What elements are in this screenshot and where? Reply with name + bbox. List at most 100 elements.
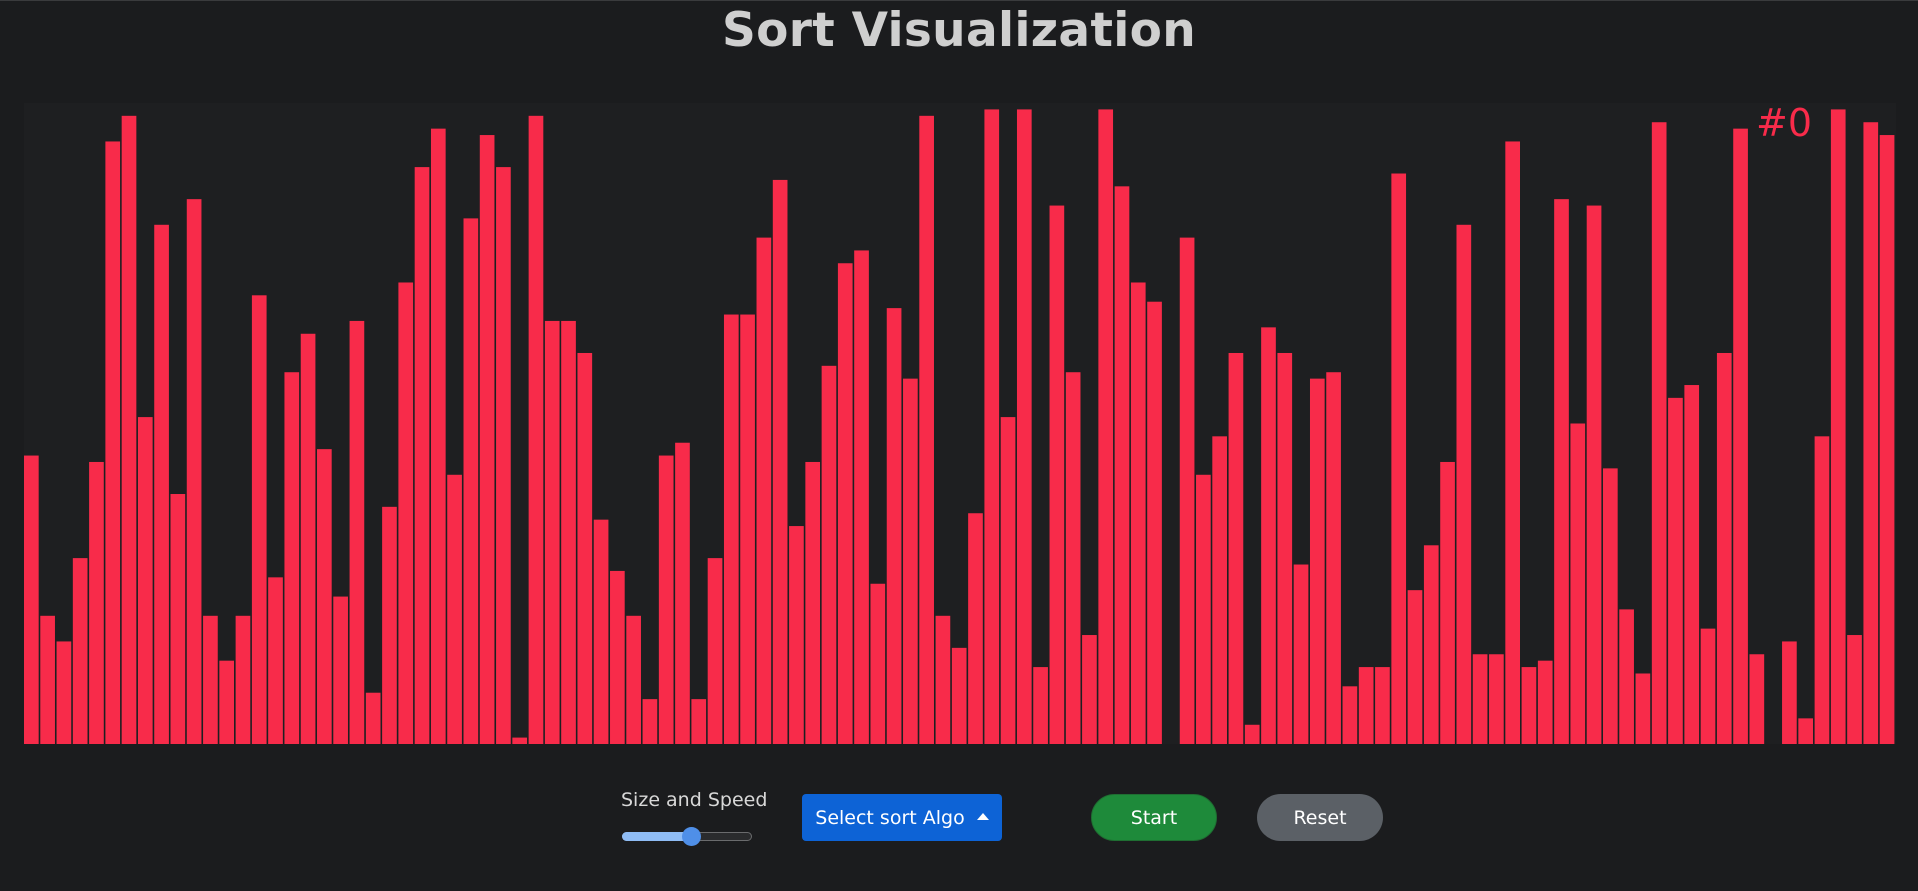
bar [1554,199,1569,744]
bar [772,179,788,744]
bar [1049,205,1065,744]
bar [561,320,576,744]
bar [1309,378,1325,744]
bar [1033,667,1048,744]
bar [593,519,609,744]
bar [349,320,365,744]
bar [1537,660,1553,744]
bar [72,558,88,744]
bar [1505,141,1520,744]
bar [1700,628,1716,744]
bar [1228,352,1244,744]
bar [1147,301,1162,744]
bar [317,449,332,744]
bar [1016,109,1032,744]
bar [1212,436,1227,744]
bar [789,526,804,744]
bar [56,641,72,744]
bar [1358,667,1374,744]
slider-thumb[interactable] [681,827,701,846]
bar [821,365,837,744]
bar [463,218,479,744]
bar [24,455,39,744]
bar [1440,461,1455,744]
bar [544,320,560,744]
bar [170,494,186,744]
bar [1179,237,1195,744]
bar [235,615,251,744]
bar [121,115,137,744]
bar [1423,545,1439,744]
bar [1651,122,1667,744]
bar [1798,718,1814,744]
bar [1065,372,1081,744]
bar [447,474,462,744]
bar [1489,654,1504,744]
bar [1847,635,1862,744]
reset-label: Reset [1293,806,1347,829]
bar [1716,352,1732,744]
bar [707,558,723,744]
bar [105,141,121,744]
bar [919,115,934,744]
size-speed-slider[interactable] [622,827,752,846]
bar [951,647,967,744]
page-title: Sort Visualization [722,3,1196,58]
bar [1684,385,1700,744]
bar [333,596,348,744]
select-sort-algo-label: Select sort Algo [815,806,965,829]
bar [1114,186,1130,744]
bar [870,583,886,744]
bar [268,577,283,744]
bar [382,506,397,744]
bar [854,250,869,744]
bar [365,692,381,744]
bar [1261,327,1276,744]
bar [1570,423,1586,744]
bar [1244,724,1260,744]
bar [1602,468,1618,744]
bar [1782,641,1797,744]
bar [691,699,707,744]
bar [154,224,169,744]
bar [935,615,951,744]
bar [219,660,235,744]
bar [1635,673,1651,744]
bar [610,570,625,744]
size-speed-label: Size and Speed [621,789,768,811]
step-counter: #0 [1756,101,1813,145]
slider-fill [622,832,691,841]
bar [1668,397,1683,744]
start-label: Start [1130,806,1178,829]
bar [1749,654,1765,744]
bar [1830,109,1846,744]
bar [512,737,528,744]
reset-button[interactable]: Reset [1257,794,1383,841]
bar [414,167,430,744]
bar [1196,474,1211,744]
bar [284,372,300,744]
bar [740,314,755,744]
bar [1391,173,1407,744]
bar [1456,224,1472,744]
bar [1082,635,1097,744]
bar [1342,686,1358,744]
bar [626,615,641,744]
bar [186,199,202,744]
bar [984,109,1000,744]
start-button[interactable]: Start [1091,794,1217,841]
bar [479,135,495,744]
bar [1293,564,1309,744]
bars-svg [24,109,1895,744]
bar [1619,609,1634,744]
bar [251,295,267,744]
bar [658,455,674,744]
bar [642,699,658,744]
bar [1521,667,1537,744]
bar [1879,135,1895,744]
select-sort-algo-button[interactable]: Select sort Algo [802,794,1002,841]
caret-up-icon [976,813,989,820]
sort-bar-chart [24,103,1896,744]
bar [837,263,853,744]
bar [1000,417,1016,744]
